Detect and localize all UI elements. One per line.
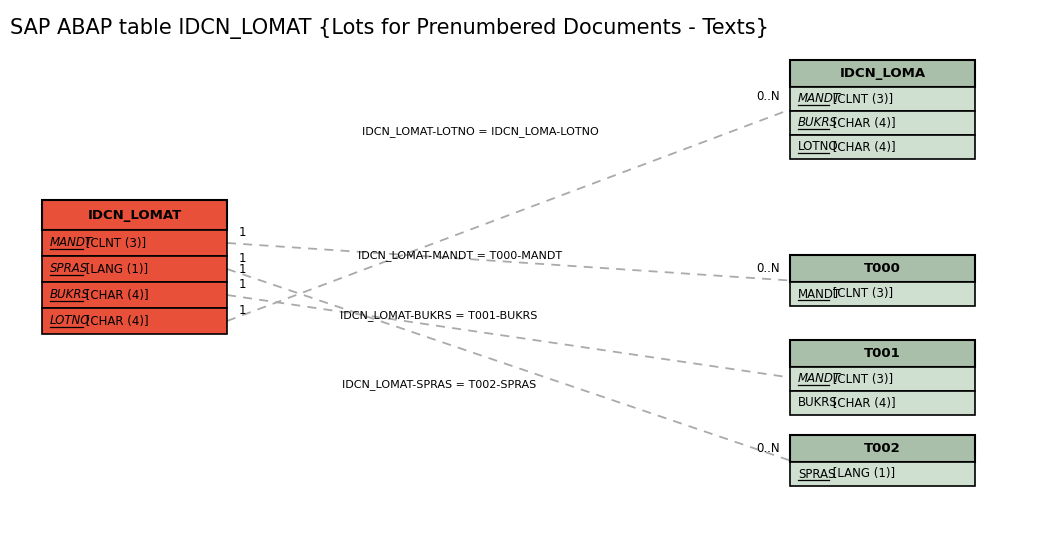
Text: IDCN_LOMAT-MANDT = T000-MANDT: IDCN_LOMAT-MANDT = T000-MANDT [357,250,562,261]
Text: IDCN_LOMAT-BUKRS = T001-BUKRS: IDCN_LOMAT-BUKRS = T001-BUKRS [341,310,537,321]
FancyBboxPatch shape [790,340,975,367]
FancyBboxPatch shape [790,462,975,486]
Text: T002: T002 [864,442,901,455]
FancyBboxPatch shape [790,87,975,111]
Text: MANDT: MANDT [798,373,841,385]
FancyBboxPatch shape [42,200,227,230]
Text: MANDT: MANDT [798,288,841,300]
Text: IDCN_LOMAT-LOTNO = IDCN_LOMA-LOTNO: IDCN_LOMAT-LOTNO = IDCN_LOMA-LOTNO [363,126,599,137]
Text: SPRAS: SPRAS [50,262,88,276]
Text: IDCN_LOMA: IDCN_LOMA [839,67,926,80]
Text: [LANG (1)]: [LANG (1)] [829,468,896,480]
Text: T000: T000 [864,262,901,275]
Text: IDCN_LOMAT-SPRAS = T002-SPRAS: IDCN_LOMAT-SPRAS = T002-SPRAS [342,379,536,390]
Text: [CHAR (4)]: [CHAR (4)] [83,289,149,301]
Text: 1: 1 [239,252,247,265]
FancyBboxPatch shape [790,60,975,87]
Text: 1: 1 [239,226,247,239]
Text: 0..N: 0..N [757,441,780,455]
Text: 0..N: 0..N [757,91,780,104]
Text: 0..N: 0..N [757,261,780,274]
Text: 1: 1 [239,304,247,317]
Text: BUKRS: BUKRS [50,289,90,301]
Text: [CHAR (4)]: [CHAR (4)] [829,141,896,154]
Text: 1
1: 1 1 [239,263,247,291]
Text: LOTNO: LOTNO [798,141,839,154]
FancyBboxPatch shape [790,135,975,159]
Text: MANDT: MANDT [50,237,93,249]
Text: T001: T001 [864,347,901,360]
Text: [CHAR (4)]: [CHAR (4)] [83,315,149,328]
Text: [CLNT (3)]: [CLNT (3)] [829,373,893,385]
Text: [CLNT (3)]: [CLNT (3)] [829,92,893,105]
FancyBboxPatch shape [790,391,975,415]
Text: [CHAR (4)]: [CHAR (4)] [829,116,896,130]
Text: LOTNO: LOTNO [50,315,91,328]
Text: [CHAR (4)]: [CHAR (4)] [829,396,896,410]
FancyBboxPatch shape [790,367,975,391]
FancyBboxPatch shape [790,435,975,462]
Text: SPRAS: SPRAS [798,468,835,480]
Text: BUKRS: BUKRS [798,396,838,410]
Text: SAP ABAP table IDCN_LOMAT {Lots for Prenumbered Documents - Texts}: SAP ABAP table IDCN_LOMAT {Lots for Pren… [10,18,769,39]
Text: IDCN_LOMAT: IDCN_LOMAT [88,209,182,221]
Text: [CLNT (3)]: [CLNT (3)] [829,288,893,300]
FancyBboxPatch shape [790,111,975,135]
FancyBboxPatch shape [790,282,975,306]
FancyBboxPatch shape [42,282,227,308]
FancyBboxPatch shape [42,230,227,256]
Text: BUKRS: BUKRS [798,116,838,130]
FancyBboxPatch shape [42,256,227,282]
Text: [LANG (1)]: [LANG (1)] [83,262,148,276]
FancyBboxPatch shape [790,255,975,282]
FancyBboxPatch shape [42,308,227,334]
Text: [CLNT (3)]: [CLNT (3)] [83,237,146,249]
Text: MANDT: MANDT [798,92,841,105]
